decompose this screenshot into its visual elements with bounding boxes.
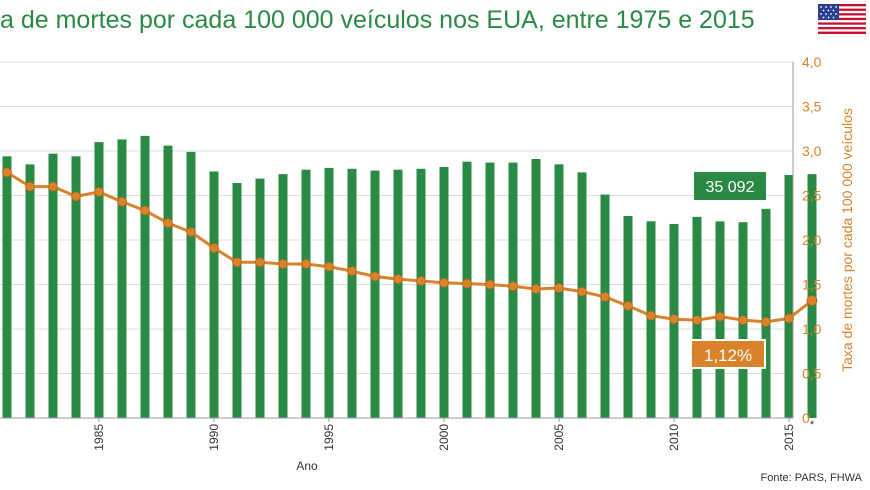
bar [163,145,173,418]
bar [71,156,81,418]
y-tick-label: 3,0 [802,143,822,159]
line-point [439,277,449,288]
bar [761,208,771,418]
line-point [71,191,81,202]
line-point [393,274,403,285]
y-tick-label: 0 [802,410,810,426]
bar [324,167,334,418]
line-point [646,310,656,321]
bar [370,170,380,418]
x-tick-label: 2015 [782,424,796,451]
bar [485,162,495,418]
bar [600,194,610,418]
rate-line-path [6,171,813,324]
line-point [324,261,334,272]
bar [232,183,242,418]
line-point [117,196,127,207]
axes [0,62,794,422]
line-point [738,315,748,326]
annotation-bar-value: 35 092 [706,179,755,196]
bar [278,174,288,418]
line-point [347,266,357,277]
annotations: 35 092 1,12% [690,172,766,369]
line-point [278,259,288,269]
bar [140,135,150,418]
line-point [669,314,679,325]
line-point [209,243,219,253]
bar [784,175,794,418]
line-point [806,295,818,306]
y-tick-label: 4,0 [802,54,822,70]
line-point [48,181,58,192]
line-point [370,271,380,282]
line-point [462,278,472,289]
bar [393,169,403,418]
x-tick-label: 1985 [92,424,106,451]
y-tick-label: 2,5 [802,188,822,204]
bar [347,168,357,418]
x-tick-label: 1995 [322,424,336,451]
x-tick-label: 1990 [207,424,221,451]
line-point [600,292,610,302]
bar [48,153,58,419]
line-point [577,286,587,297]
line-point [784,313,794,324]
x-tick-label: * [810,419,815,431]
bar [301,169,311,418]
line-point [301,259,311,269]
y-tick-label: 1,5 [802,277,822,293]
line-point [485,279,495,290]
line-point [232,257,242,268]
line-point [140,205,150,216]
bar [209,171,219,418]
y-tick-label: 0,5 [802,366,822,382]
y-tick-label: 1,0 [802,321,822,337]
line-point [186,227,196,237]
bar [255,178,265,418]
x-axis-label: Ano [296,459,318,473]
x-tick-label: 2000 [437,424,451,451]
line-point [623,300,633,311]
x-tick-label: 2010 [667,424,681,451]
line-point [2,167,12,178]
bar [416,168,426,418]
rate-line [2,167,818,327]
line-point [416,276,426,286]
line-point [692,315,702,326]
line-point [761,316,771,327]
y-tick-label: 2,0 [802,232,822,248]
y-axis-label-right: Taxa de mortes por cada 100 000 veículos [839,108,855,372]
line-point [25,181,35,192]
bar [94,142,104,418]
line-point [163,218,173,228]
line-point [554,283,564,293]
line-point [715,311,725,322]
chart-title: a de mortes por cada 100 000 veículos no… [0,6,755,34]
us-flag-icon [818,4,866,34]
annotation-box-line [690,339,766,369]
x-tick-label: 2005 [552,424,566,451]
bar [25,164,35,418]
bar [186,151,196,418]
annotation-box-bar [694,172,766,200]
tick-labels: 0 0,5 1,0 1,5 2,0 2,5 3,0 3,5 4,0 1985 1990 1995 200… [92,54,855,473]
line-point [508,281,518,292]
line-point [255,257,265,268]
bar [2,156,12,418]
bar [623,215,633,418]
bar [462,161,472,418]
annotation-line-value: 1,12% [704,346,752,365]
bar [439,167,449,418]
y-tick-label: 3,5 [802,99,822,115]
bar [117,139,127,418]
line-point [531,284,541,294]
source-note: Fonte: PARS, FHWA [760,472,862,484]
line-point [94,187,104,197]
